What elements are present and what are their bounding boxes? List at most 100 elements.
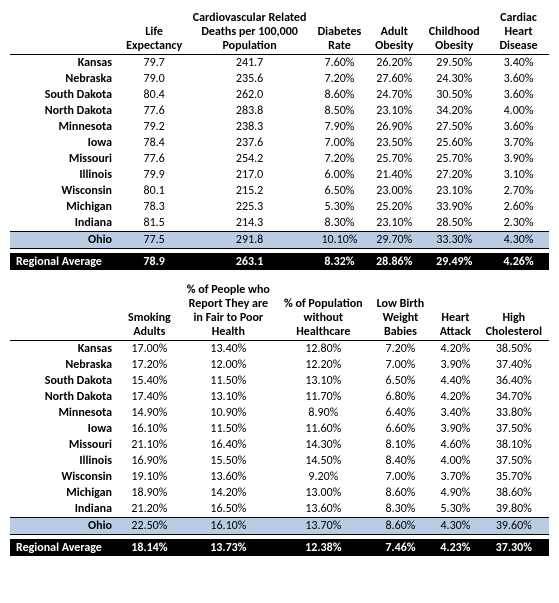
column-header: Smoking Adults <box>120 282 179 341</box>
metric-value: 3.90% <box>432 357 478 373</box>
metric-value: 34.70% <box>479 389 549 405</box>
metric-value: 13.60% <box>179 469 278 485</box>
state-label: Michigan <box>10 199 120 215</box>
metric-value: 4.20% <box>432 341 478 358</box>
column-header: Cardiovascular Related Deaths per 100,00… <box>188 10 311 55</box>
table-row: Missouri77.6254.27.20%25.70%25.70%3.90% <box>10 151 549 167</box>
metric-value: 15.50% <box>179 453 278 469</box>
table-row: Nebraska79.0235.67.20%27.60%24.30%3.60% <box>10 71 549 87</box>
metric-value: 78.4 <box>120 135 188 151</box>
metric-value: 4.20% <box>432 389 478 405</box>
column-header: % of People who Report They are in Fair … <box>179 282 278 341</box>
metric-value: 8.10% <box>369 437 432 453</box>
metric-value: 16.90% <box>120 453 179 469</box>
state-label: South Dakota <box>10 373 120 389</box>
state-label: Indiana <box>10 215 120 232</box>
column-header: Heart Attack <box>432 282 478 341</box>
metric-value: 3.60% <box>488 87 549 103</box>
table-row: Wisconsin80.1215.26.50%23.00%23.10%2.70% <box>10 183 549 199</box>
metric-value: 24.70% <box>368 87 421 103</box>
highlight-row: Ohio77.5291.810.10%29.70%33.30%4.30% <box>10 232 549 249</box>
state-label: Illinois <box>10 167 120 183</box>
metric-value: 7.20% <box>311 151 368 167</box>
metric-value: 77.6 <box>120 151 188 167</box>
state-label: Iowa <box>10 421 120 437</box>
metric-value: 10.10% <box>311 232 368 249</box>
metric-value: 7.00% <box>369 469 432 485</box>
state-label: Nebraska <box>10 357 120 373</box>
metric-value: 17.00% <box>120 341 179 358</box>
metric-value: 12.20% <box>278 357 369 373</box>
metric-value: 254.2 <box>188 151 311 167</box>
metric-value: 3.90% <box>488 151 549 167</box>
metric-value: 9.20% <box>278 469 369 485</box>
metric-value: 238.3 <box>188 119 311 135</box>
column-header: Cardiac Heart Disease <box>488 10 549 55</box>
average-value: 4.23% <box>432 540 478 557</box>
metric-value: 6.50% <box>369 373 432 389</box>
metric-value: 6.40% <box>369 405 432 421</box>
metric-value: 11.70% <box>278 389 369 405</box>
metric-value: 36.40% <box>479 373 549 389</box>
metric-value: 23.00% <box>368 183 421 199</box>
metric-value: 13.70% <box>278 518 369 535</box>
column-header: High Cholesterol <box>479 282 549 341</box>
metric-value: 23.50% <box>368 135 421 151</box>
metric-value: 28.50% <box>420 215 488 232</box>
metric-value: 27.20% <box>420 167 488 183</box>
metric-value: 4.00% <box>488 103 549 119</box>
metric-value: 11.50% <box>179 373 278 389</box>
metric-value: 5.30% <box>311 199 368 215</box>
metric-value: 6.80% <box>369 389 432 405</box>
table-row: Michigan18.90%14.20%13.00%8.60%4.90%38.6… <box>10 485 549 501</box>
metric-value: 80.4 <box>120 87 188 103</box>
metric-value: 2.30% <box>488 215 549 232</box>
table-row: North Dakota77.6283.88.50%23.10%34.20%4.… <box>10 103 549 119</box>
metric-value: 13.60% <box>278 501 369 518</box>
metric-value: 13.10% <box>179 389 278 405</box>
metric-value: 21.20% <box>120 501 179 518</box>
metric-value: 14.30% <box>278 437 369 453</box>
state-label: Ohio <box>10 232 120 249</box>
metric-value: 38.60% <box>479 485 549 501</box>
table-row: Indiana21.20%16.50%13.60%8.30%5.30%39.80… <box>10 501 549 518</box>
metric-value: 17.40% <box>120 389 179 405</box>
metric-value: 4.30% <box>432 518 478 535</box>
state-label: Minnesota <box>10 405 120 421</box>
metric-value: 225.3 <box>188 199 311 215</box>
state-label: Indiana <box>10 501 120 518</box>
metric-value: 4.00% <box>432 453 478 469</box>
table-row: Wisconsin19.10%13.60%9.20%7.00%3.70%35.7… <box>10 469 549 485</box>
metric-value: 11.50% <box>179 421 278 437</box>
metric-value: 214.3 <box>188 215 311 232</box>
table-row: North Dakota17.40%13.10%11.70%6.80%4.20%… <box>10 389 549 405</box>
average-value: 13.73% <box>179 540 278 557</box>
metric-value: 27.60% <box>368 71 421 87</box>
metric-value: 5.30% <box>432 501 478 518</box>
metric-value: 16.10% <box>179 518 278 535</box>
metric-value: 38.10% <box>479 437 549 453</box>
metric-value: 235.6 <box>188 71 311 87</box>
metric-value: 79.0 <box>120 71 188 87</box>
state-label: Illinois <box>10 453 120 469</box>
state-label: Wisconsin <box>10 469 120 485</box>
metric-value: 3.70% <box>432 469 478 485</box>
metric-value: 33.90% <box>420 199 488 215</box>
state-label: North Dakota <box>10 103 120 119</box>
metric-value: 3.10% <box>488 167 549 183</box>
metric-value: 8.60% <box>369 518 432 535</box>
metric-value: 3.90% <box>432 421 478 437</box>
state-label: South Dakota <box>10 87 120 103</box>
metric-value: 217.0 <box>188 167 311 183</box>
metric-value: 17.20% <box>120 357 179 373</box>
health-metrics-table-1: Life ExpectancyCardiovascular Related De… <box>10 10 549 270</box>
regional-average-label: Regional Average <box>10 254 120 271</box>
average-value: 18.14% <box>120 540 179 557</box>
state-label: North Dakota <box>10 389 120 405</box>
table-row: Kansas79.7241.77.60%26.20%29.50%3.40% <box>10 55 549 72</box>
metric-value: 6.60% <box>369 421 432 437</box>
highlight-row: Ohio22.50%16.10%13.70%8.60%4.30%39.60% <box>10 518 549 535</box>
metric-value: 80.1 <box>120 183 188 199</box>
state-label: Ohio <box>10 518 120 535</box>
average-value: 263.1 <box>188 254 311 271</box>
